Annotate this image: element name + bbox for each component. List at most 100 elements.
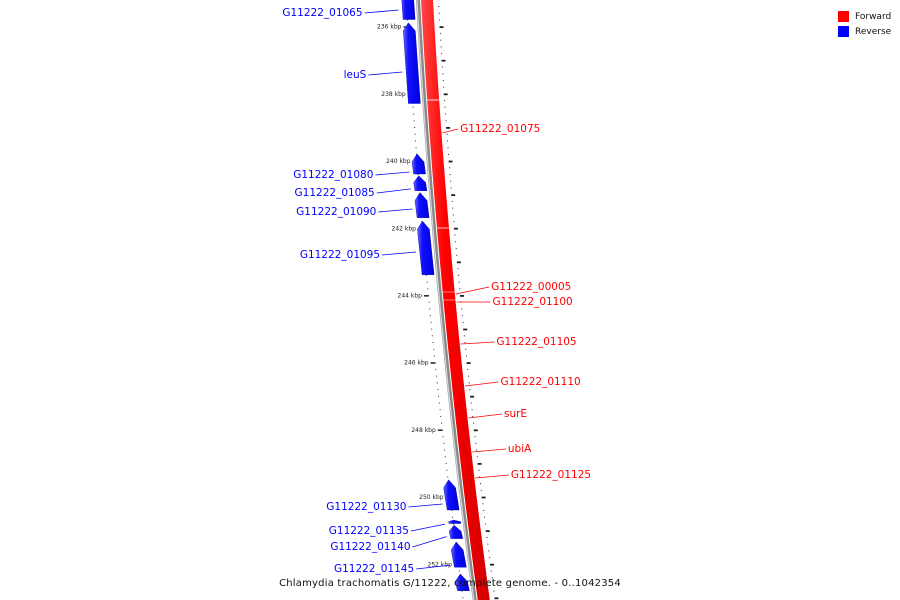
minor-tick-outer [461,315,463,317]
reverse-gene-arrow [448,519,462,524]
reverse-gene-label: leuS [344,69,367,81]
minor-tick-outer [439,32,441,34]
reverse-gene-arrow [411,153,426,175]
reverse-gene-leader-line [376,188,411,194]
minor-tick-inner [443,442,445,444]
backbone-layer [415,0,477,600]
forward-gene-leader-line [468,413,503,419]
major-tick-outer [443,93,448,96]
minor-tick-outer [442,79,444,81]
forward-gene-label: G11222_01075 [460,123,540,135]
tick-label: 242 kbp [392,225,417,232]
minor-tick-outer [464,342,466,344]
major-tick-inner [423,295,429,297]
minor-tick-inner [433,348,435,350]
minor-tick-outer [454,234,456,236]
major-tick-outer [477,463,482,465]
minor-tick-inner [426,281,428,283]
reverse-gene-leader-line [416,564,451,570]
minor-tick-outer [448,153,450,155]
minor-tick-outer [493,590,495,592]
major-tick-outer [446,127,451,129]
major-tick-outer [441,59,446,62]
reverse-gene-arrow [413,175,428,192]
minor-tick-inner [440,415,442,417]
major-tick-outer [473,429,478,432]
minor-tick-outer [486,536,488,538]
minor-tick-inner [441,422,443,424]
minor-tick-inner [445,463,447,464]
minor-tick-outer [467,375,469,377]
minor-tick-outer [442,73,444,75]
minor-tick-inner [414,133,416,135]
minor-tick-outer [456,254,458,256]
forward-gene-label: G11222_01110 [501,376,581,388]
tick-label: 244 kbp [398,293,423,300]
major-tick-outer [481,496,486,499]
reverse-gene-label: G11222_01140 [330,541,410,553]
legend-item-forward: Forward [838,9,891,24]
reverse-gene-label: G11222_01130 [326,501,406,513]
minor-tick-outer [462,321,464,323]
reverse-strand-layer [401,0,470,591]
major-tick-outer [485,530,490,532]
minor-tick-outer [441,66,443,68]
minor-tick-inner [415,147,417,149]
reverse-gene-arrow [450,541,467,568]
reverse-gene-arrow [401,0,416,20]
forward-gene-label: G11222_01125 [511,469,591,481]
minor-tick-outer [482,503,484,505]
minor-tick-inner [415,140,417,142]
tick-label: 246 kbp [404,360,429,367]
forward-gene-leader-line [472,448,506,453]
minor-tick-outer [449,167,451,169]
reverse-gene-leader-line [364,9,399,14]
major-tick-outer [466,362,471,364]
reverse-gene-arrow [443,479,460,511]
forward-gene-label: ubiA [508,443,532,455]
minor-tick-outer [491,577,493,579]
minor-tick-inner [444,456,446,458]
legend: Forward Reverse [838,9,891,39]
minor-tick-outer [438,12,440,14]
minor-tick-inner [462,597,464,599]
tick-label: 236 kbp [377,24,402,31]
major-tick-outer [463,328,468,331]
minor-tick-outer [457,268,459,270]
forward-gene-label: G11222_01105 [496,336,576,348]
reverse-gene-leader-line [378,208,413,213]
minor-tick-outer [458,274,460,276]
major-tick-outer [470,395,475,398]
reverse-gene-leader-line [382,251,417,256]
minor-tick-outer [488,550,490,552]
reverse-gene-leader-line [410,523,446,532]
minor-tick-outer [446,133,448,135]
forward-gene-label: G11222_01100 [493,296,573,308]
minor-tick-outer [449,174,451,176]
legend-label-reverse: Reverse [855,26,892,37]
minor-tick-inner [437,389,439,391]
tick-label: 240 kbp [386,158,411,165]
major-tick-outer [456,261,461,264]
genome-caption: Chlamydia trachomatis G/11222, complete … [279,578,621,589]
reverse-gene-label: G11222_01095 [300,249,380,261]
minor-tick-inner [461,590,463,592]
minor-tick-outer [445,120,447,122]
reverse-gene-arrow [417,220,435,275]
minor-tick-outer [458,281,460,283]
minor-tick-inner [447,476,449,478]
forward-gene-leader-line [455,286,490,295]
minor-tick-outer [438,6,440,8]
minor-tick-outer [469,389,471,391]
minor-tick-inner [429,308,431,310]
minor-tick-inner [436,382,438,384]
reverse-gene-arrow [414,192,430,218]
forward-gene-leader-line [442,128,459,134]
minor-tick-outer [444,106,446,108]
minor-tick-outer [440,46,442,48]
minor-tick-outer [487,543,489,545]
major-tick-outer [448,160,453,163]
minor-tick-inner [429,315,431,317]
minor-tick-inner [435,375,437,377]
